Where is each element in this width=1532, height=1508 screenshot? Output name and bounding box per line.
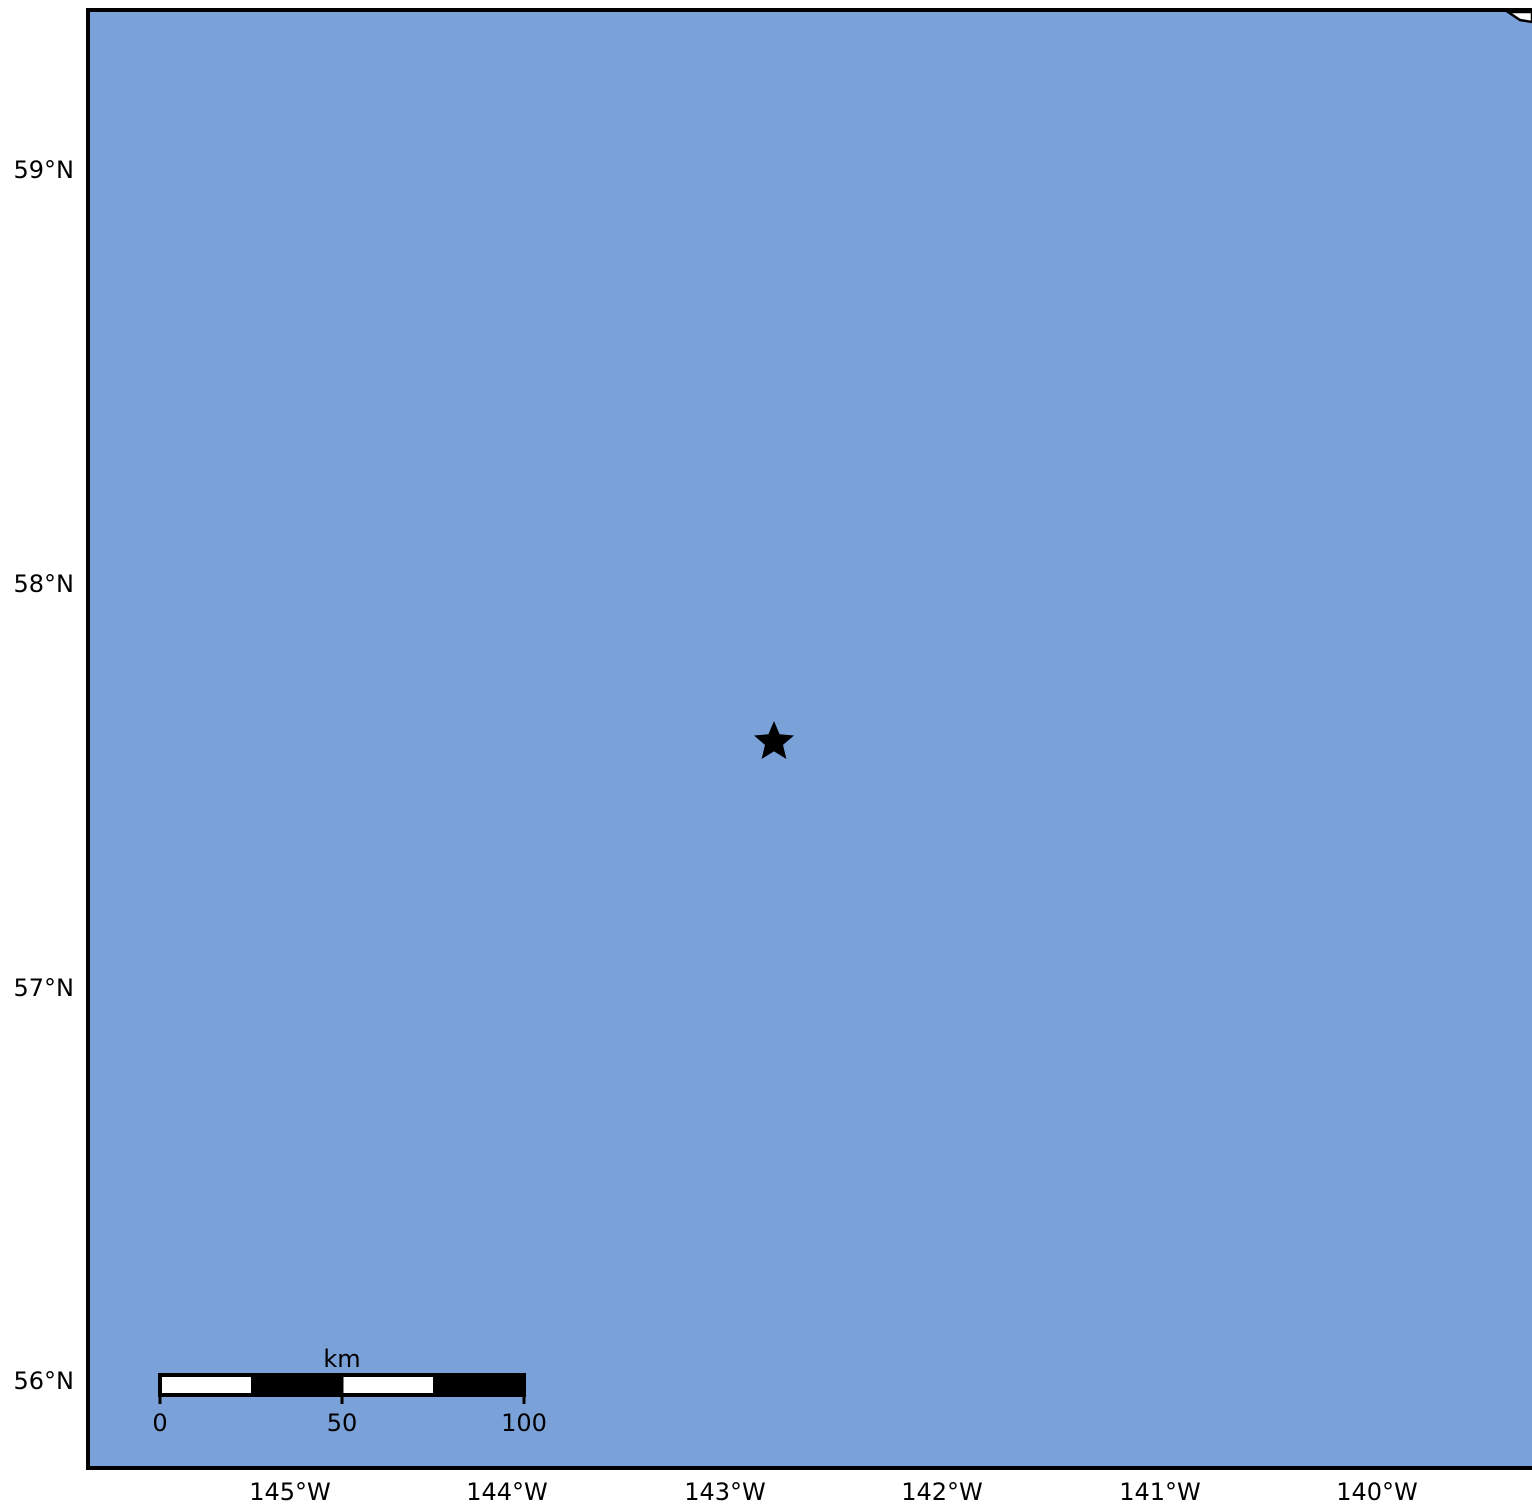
scale-segment-1 [160,1375,251,1395]
latitude-labels: 59°N 58°N 57°N 56°N [14,156,75,1395]
star-icon [754,721,794,759]
scale-label-0: 0 [152,1409,167,1437]
scale-segment-4 [433,1375,524,1395]
ocean-area [88,10,1532,1468]
scale-unit-label: km [323,1345,360,1373]
scale-segment-2 [251,1375,342,1395]
lon-label-142: 142°W [901,1478,983,1504]
scale-label-50: 50 [327,1409,358,1437]
lon-label-140: 140°W [1336,1478,1418,1504]
lon-label-145: 145°W [249,1478,331,1504]
lat-label-58: 58°N [14,570,75,598]
lat-label-59: 59°N [14,156,75,184]
scale-label-100: 100 [501,1409,547,1437]
scale-bar: km 0 50 100 [152,1345,547,1437]
lon-label-143: 143°W [684,1478,766,1504]
lat-label-57: 57°N [14,974,75,1002]
longitude-labels: 145°W 144°W 143°W 142°W 141°W 140°W [249,1478,1418,1506]
lat-label-56: 56°N [14,1367,75,1395]
map-frame [86,8,1532,1470]
scale-segment-3 [342,1375,433,1395]
lon-label-144: 144°W [466,1478,548,1504]
lon-label-141: 141°W [1119,1478,1201,1504]
